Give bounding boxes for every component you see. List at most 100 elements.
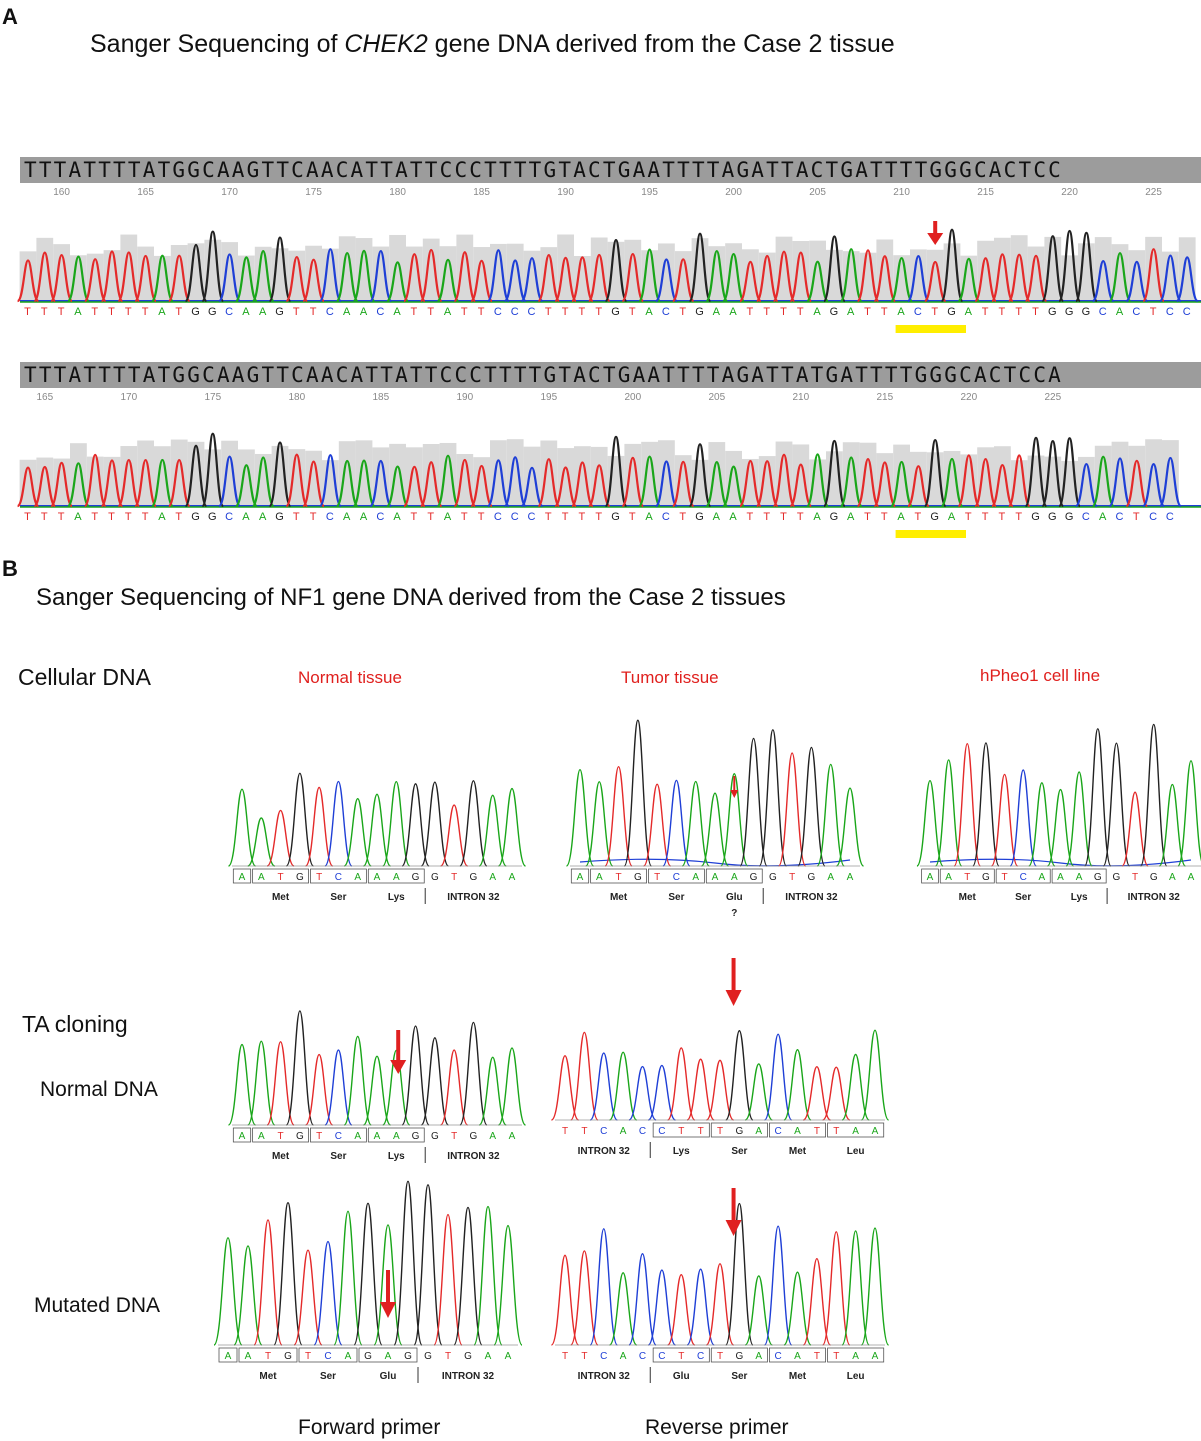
basecall: G — [464, 1351, 472, 1362]
peak-T — [100, 459, 124, 508]
quality-bar — [221, 440, 238, 506]
peak-C — [589, 1052, 618, 1121]
peak-A — [382, 781, 411, 867]
peak-A — [841, 1230, 870, 1346]
peak-T — [587, 464, 611, 508]
basecall: A — [729, 511, 737, 523]
basecall: A — [1099, 511, 1107, 523]
peak-A — [1108, 252, 1132, 303]
peak-T — [100, 250, 124, 303]
peak-G — [184, 444, 208, 508]
quality-bar — [154, 255, 171, 301]
quality-bar — [506, 439, 524, 506]
basecall: T — [293, 511, 301, 523]
basecall: A — [794, 1126, 801, 1137]
mutation-arrow-head — [725, 1220, 742, 1236]
peak-T — [906, 465, 930, 508]
codon-box — [652, 1347, 710, 1363]
peak-T — [117, 458, 141, 508]
peak-T — [83, 258, 107, 303]
basecall: G — [470, 872, 478, 883]
peak-A — [816, 763, 845, 867]
quality-bar — [456, 454, 474, 506]
peak-C — [906, 255, 930, 303]
normal-dna-label: Normal DNA — [40, 1078, 158, 1101]
noise-trace — [929, 858, 1192, 867]
basecall: T — [1032, 306, 1040, 318]
mutation-arrow-head — [380, 1302, 396, 1318]
peak-T — [266, 1041, 295, 1126]
peak-C — [628, 1253, 657, 1346]
peak-A — [352, 249, 376, 303]
quality-bar — [506, 243, 524, 301]
basecall: A — [927, 872, 934, 883]
basecall: A — [225, 1351, 232, 1362]
basecall: T — [278, 1131, 284, 1142]
basecall: T — [833, 1126, 839, 1137]
peak-A — [251, 456, 275, 508]
peak-G — [353, 1202, 383, 1346]
basecall: T — [581, 1126, 587, 1137]
basecall: A — [354, 872, 361, 883]
quality-bar — [355, 238, 373, 301]
peak-A — [585, 781, 614, 867]
quality-bar — [86, 253, 104, 301]
peak-G — [725, 1030, 754, 1121]
quality-bar — [53, 458, 70, 506]
basecall: T — [616, 872, 622, 883]
quality-bar — [439, 246, 457, 301]
codon-box — [367, 1127, 425, 1143]
basecall: T — [864, 306, 872, 318]
basecall: G — [404, 1351, 412, 1362]
basecall: A — [1076, 872, 1083, 883]
basecall: A — [945, 872, 952, 883]
basecall: G — [830, 511, 840, 523]
uncertain-mark: ? — [731, 908, 737, 919]
codon-box — [298, 1347, 358, 1363]
peak-C — [324, 1049, 353, 1126]
basecall: A — [360, 511, 368, 523]
tick-label: 200 — [624, 392, 641, 403]
panel-a-title-prefix: Sanger Sequencing of — [90, 30, 345, 58]
basecall: T — [411, 306, 419, 318]
peak-A — [1046, 788, 1075, 867]
peak-T — [705, 1059, 735, 1121]
basecall: C — [775, 1126, 782, 1137]
basecall: C — [1099, 306, 1108, 318]
track1-sequence-bar: TTTATTTTATGGCAAGTTCAACATTATTCCCTTTTGTACT… — [20, 157, 1201, 183]
tick-label: 205 — [708, 392, 725, 403]
peak-T — [470, 464, 494, 508]
basecall: A — [343, 511, 351, 523]
mutation-highlight — [895, 530, 966, 538]
basecall: A — [239, 872, 246, 883]
tick-label: 180 — [288, 392, 305, 403]
peak-G — [285, 772, 315, 867]
peak-C — [763, 1225, 793, 1346]
basecall: G — [1065, 306, 1075, 318]
codon-box — [570, 868, 590, 884]
basecall: A — [74, 511, 82, 523]
quality-bar — [876, 239, 894, 301]
basecall: A — [259, 511, 267, 523]
amino-acid-label: Ser — [668, 892, 684, 903]
peak-T — [33, 465, 57, 508]
quality-bar — [792, 241, 810, 301]
quality-bar — [523, 250, 541, 301]
basecall: T — [698, 1126, 704, 1137]
peak-C — [1175, 256, 1199, 303]
peak-G — [923, 438, 947, 508]
basecall: G — [208, 511, 218, 523]
amino-acid-label: Met — [272, 1151, 290, 1162]
basecall: T — [679, 511, 687, 523]
peak-A — [722, 252, 746, 303]
peak-A — [343, 797, 372, 867]
peak-G — [1058, 229, 1082, 303]
peak-A — [916, 779, 944, 867]
tick-label: 185 — [372, 392, 389, 403]
mutation-arrow-head — [730, 790, 739, 798]
peak-A — [1065, 771, 1093, 867]
peak-A — [744, 1275, 773, 1346]
peak-A — [247, 1040, 276, 1126]
basecall: G — [947, 306, 957, 318]
amino-acid-label: Lys — [388, 1151, 405, 1162]
